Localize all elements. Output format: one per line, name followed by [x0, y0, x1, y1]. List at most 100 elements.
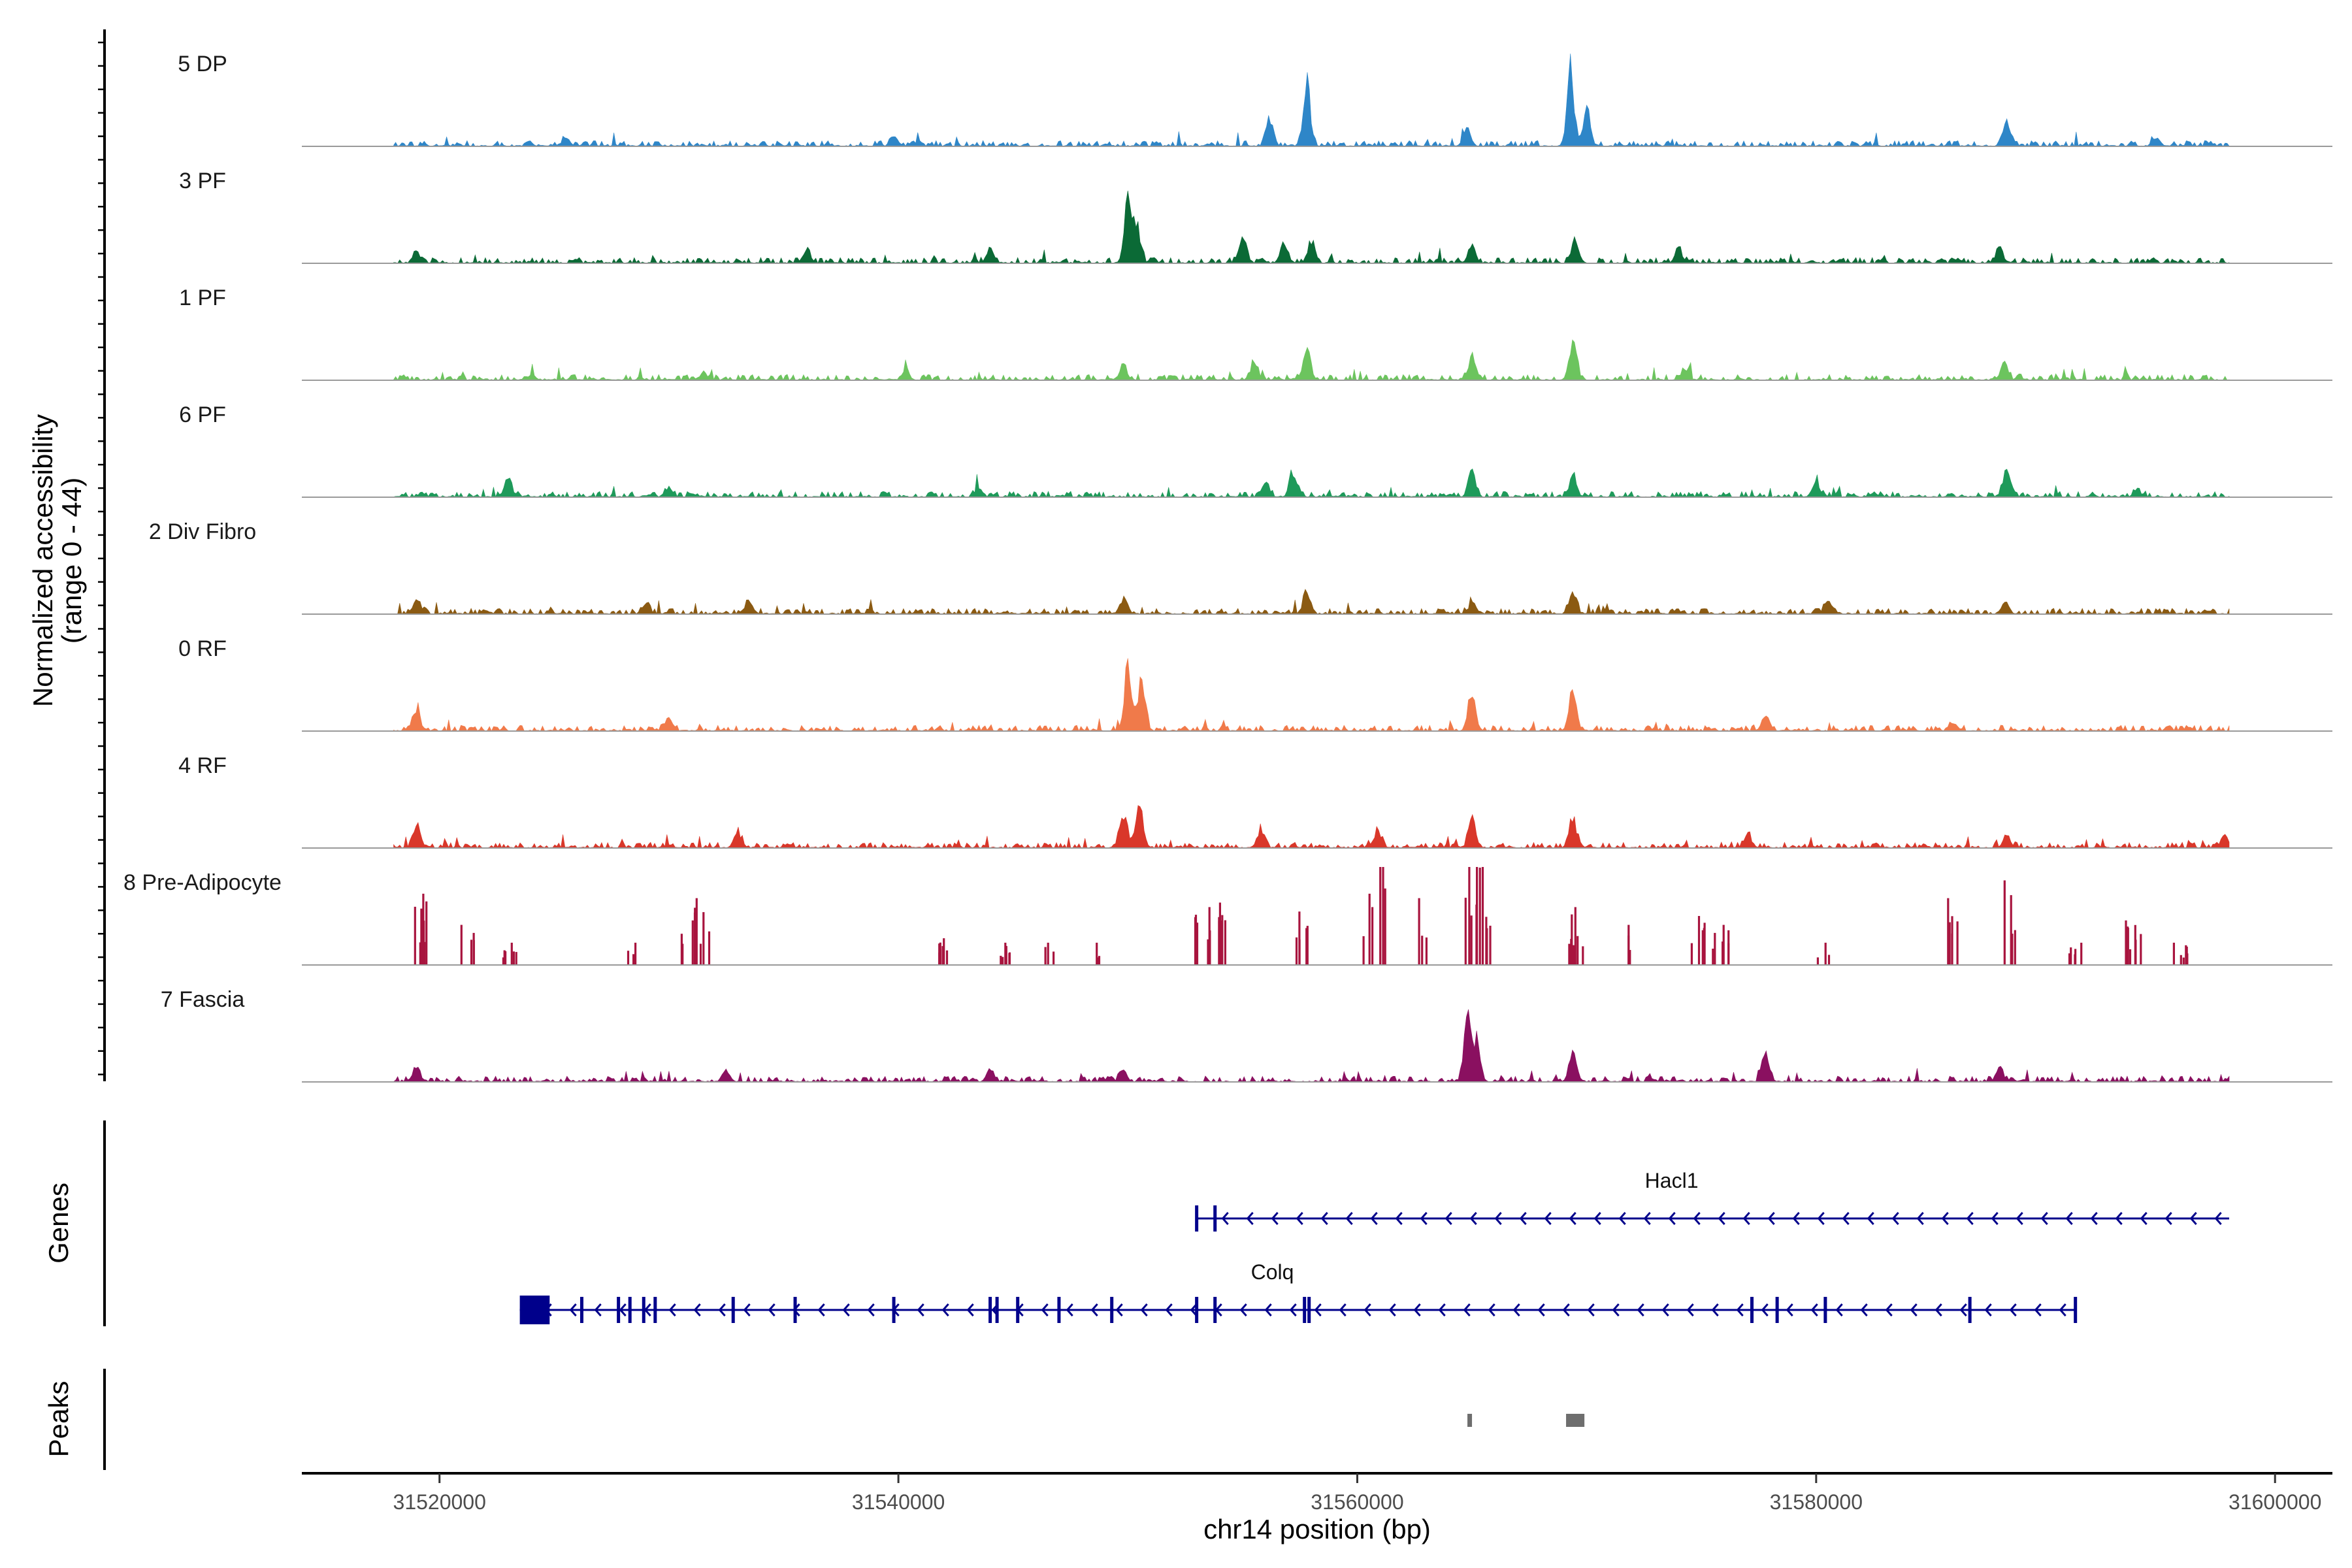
coverage-area — [393, 658, 2230, 732]
strand-arrow — [1463, 1303, 1471, 1316]
coverage-bar — [1098, 956, 1101, 965]
coverage-bar — [1382, 867, 1384, 965]
exon-mark — [731, 1297, 735, 1323]
strand-arrow — [1959, 1303, 1967, 1316]
genes-track-label: Genes — [43, 1183, 74, 1264]
strand-arrow — [1370, 1212, 1378, 1225]
coverage-bar — [1220, 924, 1222, 965]
coverage-bar — [1421, 936, 1424, 965]
strand-arrow — [1395, 1212, 1403, 1225]
strand-arrow — [1090, 1303, 1098, 1316]
strand-arrow — [1810, 1303, 1818, 1316]
coverage-area — [393, 339, 2230, 381]
gene-annotation-track: Hacl1 Colq — [519, 1169, 2229, 1324]
coverage-bar — [1298, 911, 1301, 965]
coverage-bar — [1464, 898, 1467, 965]
peak-regions-track — [1467, 1414, 1585, 1427]
gene-label: Hacl1 — [1645, 1169, 1699, 1192]
coverage-bar — [1948, 943, 1950, 965]
coverage-bar — [2129, 949, 2132, 965]
coverage-bar — [1489, 925, 1492, 965]
peaks-track-label: Peaks — [43, 1381, 74, 1458]
strand-arrow — [1544, 1212, 1552, 1225]
coverage-bar — [423, 921, 425, 965]
coverage-bar — [632, 954, 635, 965]
exon-block — [519, 1296, 550, 1324]
strand-arrow — [1388, 1303, 1396, 1316]
track-label: 5 DP — [178, 52, 227, 76]
exon-mark — [1195, 1205, 1199, 1232]
coverage-bar — [1956, 921, 1959, 965]
coverage-bar — [1008, 952, 1011, 965]
track-4-rf: 4 RF — [178, 753, 2332, 849]
coverage-bar — [414, 906, 416, 965]
coverage-bar — [1827, 955, 1831, 965]
exon-mark — [1750, 1297, 1754, 1323]
exon-mark — [1775, 1297, 1779, 1323]
coverage-bar — [1224, 920, 1226, 965]
strand-arrow — [2140, 1212, 2148, 1225]
coverage-bar — [943, 938, 945, 965]
coverage-bar — [941, 946, 944, 965]
coverage-bar — [1218, 917, 1220, 965]
strand-arrow — [1420, 1212, 1428, 1225]
strand-arrow — [1364, 1303, 1371, 1316]
strand-arrow — [1786, 1303, 1793, 1316]
coverage-bar — [1425, 937, 1428, 965]
coverage-bar — [472, 940, 475, 965]
strand-arrow — [867, 1303, 875, 1316]
x-axis-title: chr14 position (bp) — [1203, 1514, 1431, 1544]
coverage-bar — [694, 907, 696, 965]
coverage-bar — [2003, 880, 2006, 965]
track-label: 2 Div Fibro — [149, 519, 256, 544]
coverage-bar — [627, 951, 630, 965]
coverage-bar — [1951, 933, 1953, 965]
coverage-bar — [1005, 945, 1007, 965]
coverage-bar — [1196, 923, 1199, 965]
coverage-bar — [1703, 928, 1705, 965]
strand-arrow — [1742, 1212, 1750, 1225]
exon-mark — [988, 1297, 992, 1323]
coverage-bar — [1384, 888, 1386, 965]
coverage-bar — [680, 934, 683, 965]
coverage-bar — [1701, 930, 1704, 965]
strand-arrow — [594, 1303, 602, 1316]
strand-arrow — [1835, 1303, 1843, 1316]
coverage-bar — [1053, 951, 1055, 965]
x-tick-label: 31560000 — [1311, 1490, 1403, 1514]
strand-arrow — [1271, 1212, 1279, 1225]
strand-arrow — [917, 1303, 924, 1316]
coverage-bar — [1468, 867, 1471, 965]
coverage-bar — [419, 942, 421, 965]
strand-arrow — [1537, 1303, 1545, 1316]
coverage-bar — [2080, 942, 2083, 965]
exon-mark — [1110, 1297, 1114, 1323]
coverage-area — [393, 1009, 2230, 1083]
strand-arrow — [1438, 1303, 1446, 1316]
exon-mark — [1213, 1205, 1217, 1232]
exon-mark — [1307, 1297, 1311, 1323]
coverage-bar — [1362, 936, 1365, 965]
coverage-bar — [1221, 915, 1224, 965]
coverage-bar — [2125, 920, 2127, 965]
strand-arrow — [1736, 1303, 1744, 1316]
coverage-bar — [1207, 939, 1209, 965]
coverage-bar — [945, 950, 949, 965]
coverage-bar — [2186, 953, 2189, 965]
strand-arrow — [1686, 1303, 1694, 1316]
coverage-bar — [470, 939, 473, 965]
strand-arrow — [1916, 1212, 1924, 1225]
track-6-pf: 6 PF — [179, 402, 2332, 498]
coverage-bar — [2011, 934, 2014, 965]
strand-arrow — [1345, 1212, 1353, 1225]
coverage-bar — [1485, 917, 1488, 965]
track-8-pre-adipocyte: 8 Pre-Adipocyte — [123, 867, 2332, 966]
exon-mark — [892, 1297, 896, 1323]
x-tick-label: 31580000 — [1770, 1490, 1863, 1514]
track-5-dp: 5 DP — [178, 52, 2332, 147]
exon-mark — [580, 1297, 583, 1323]
strand-arrow — [1643, 1212, 1651, 1225]
track-label: 8 Pre-Adipocyte — [123, 870, 282, 895]
coverage-bar — [1947, 898, 1950, 965]
coverage-bar — [2127, 926, 2129, 965]
